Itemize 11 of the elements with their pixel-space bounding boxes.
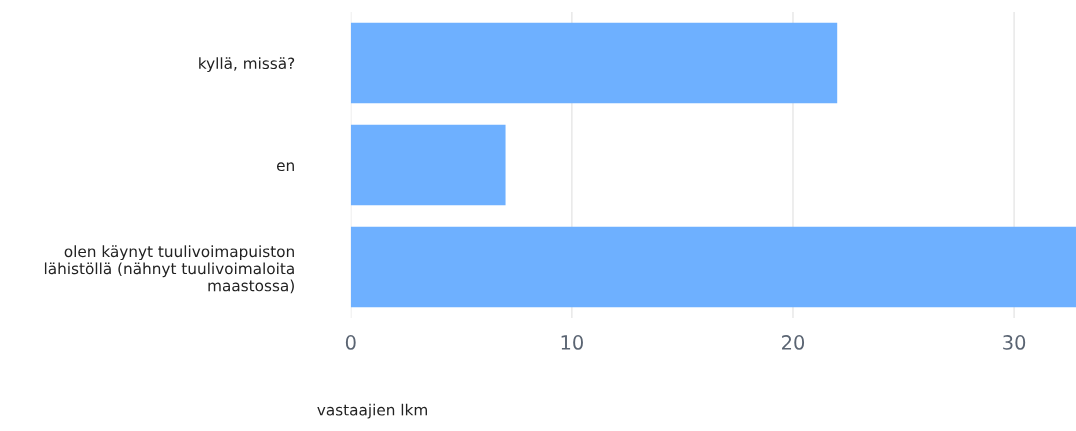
x-tick-label: 10 [561, 335, 583, 350]
x-tick-label: 30 [1003, 335, 1026, 350]
bar [350, 22, 838, 104]
bar [350, 124, 506, 206]
x-axis-title: vastaajien lkm [317, 403, 427, 419]
y-tick-label: olen käynyt tuulivoimapuiston lähistöllä (nähnyt tuulivoimaloita maastossa) [44, 245, 294, 294]
x-tick-label: 0 [345, 335, 356, 350]
y-tick-label: en [276, 162, 294, 172]
y-tick-label: kyllä, missä? [199, 57, 295, 73]
x-tick-label: 20 [782, 335, 805, 350]
bar [350, 226, 1076, 308]
